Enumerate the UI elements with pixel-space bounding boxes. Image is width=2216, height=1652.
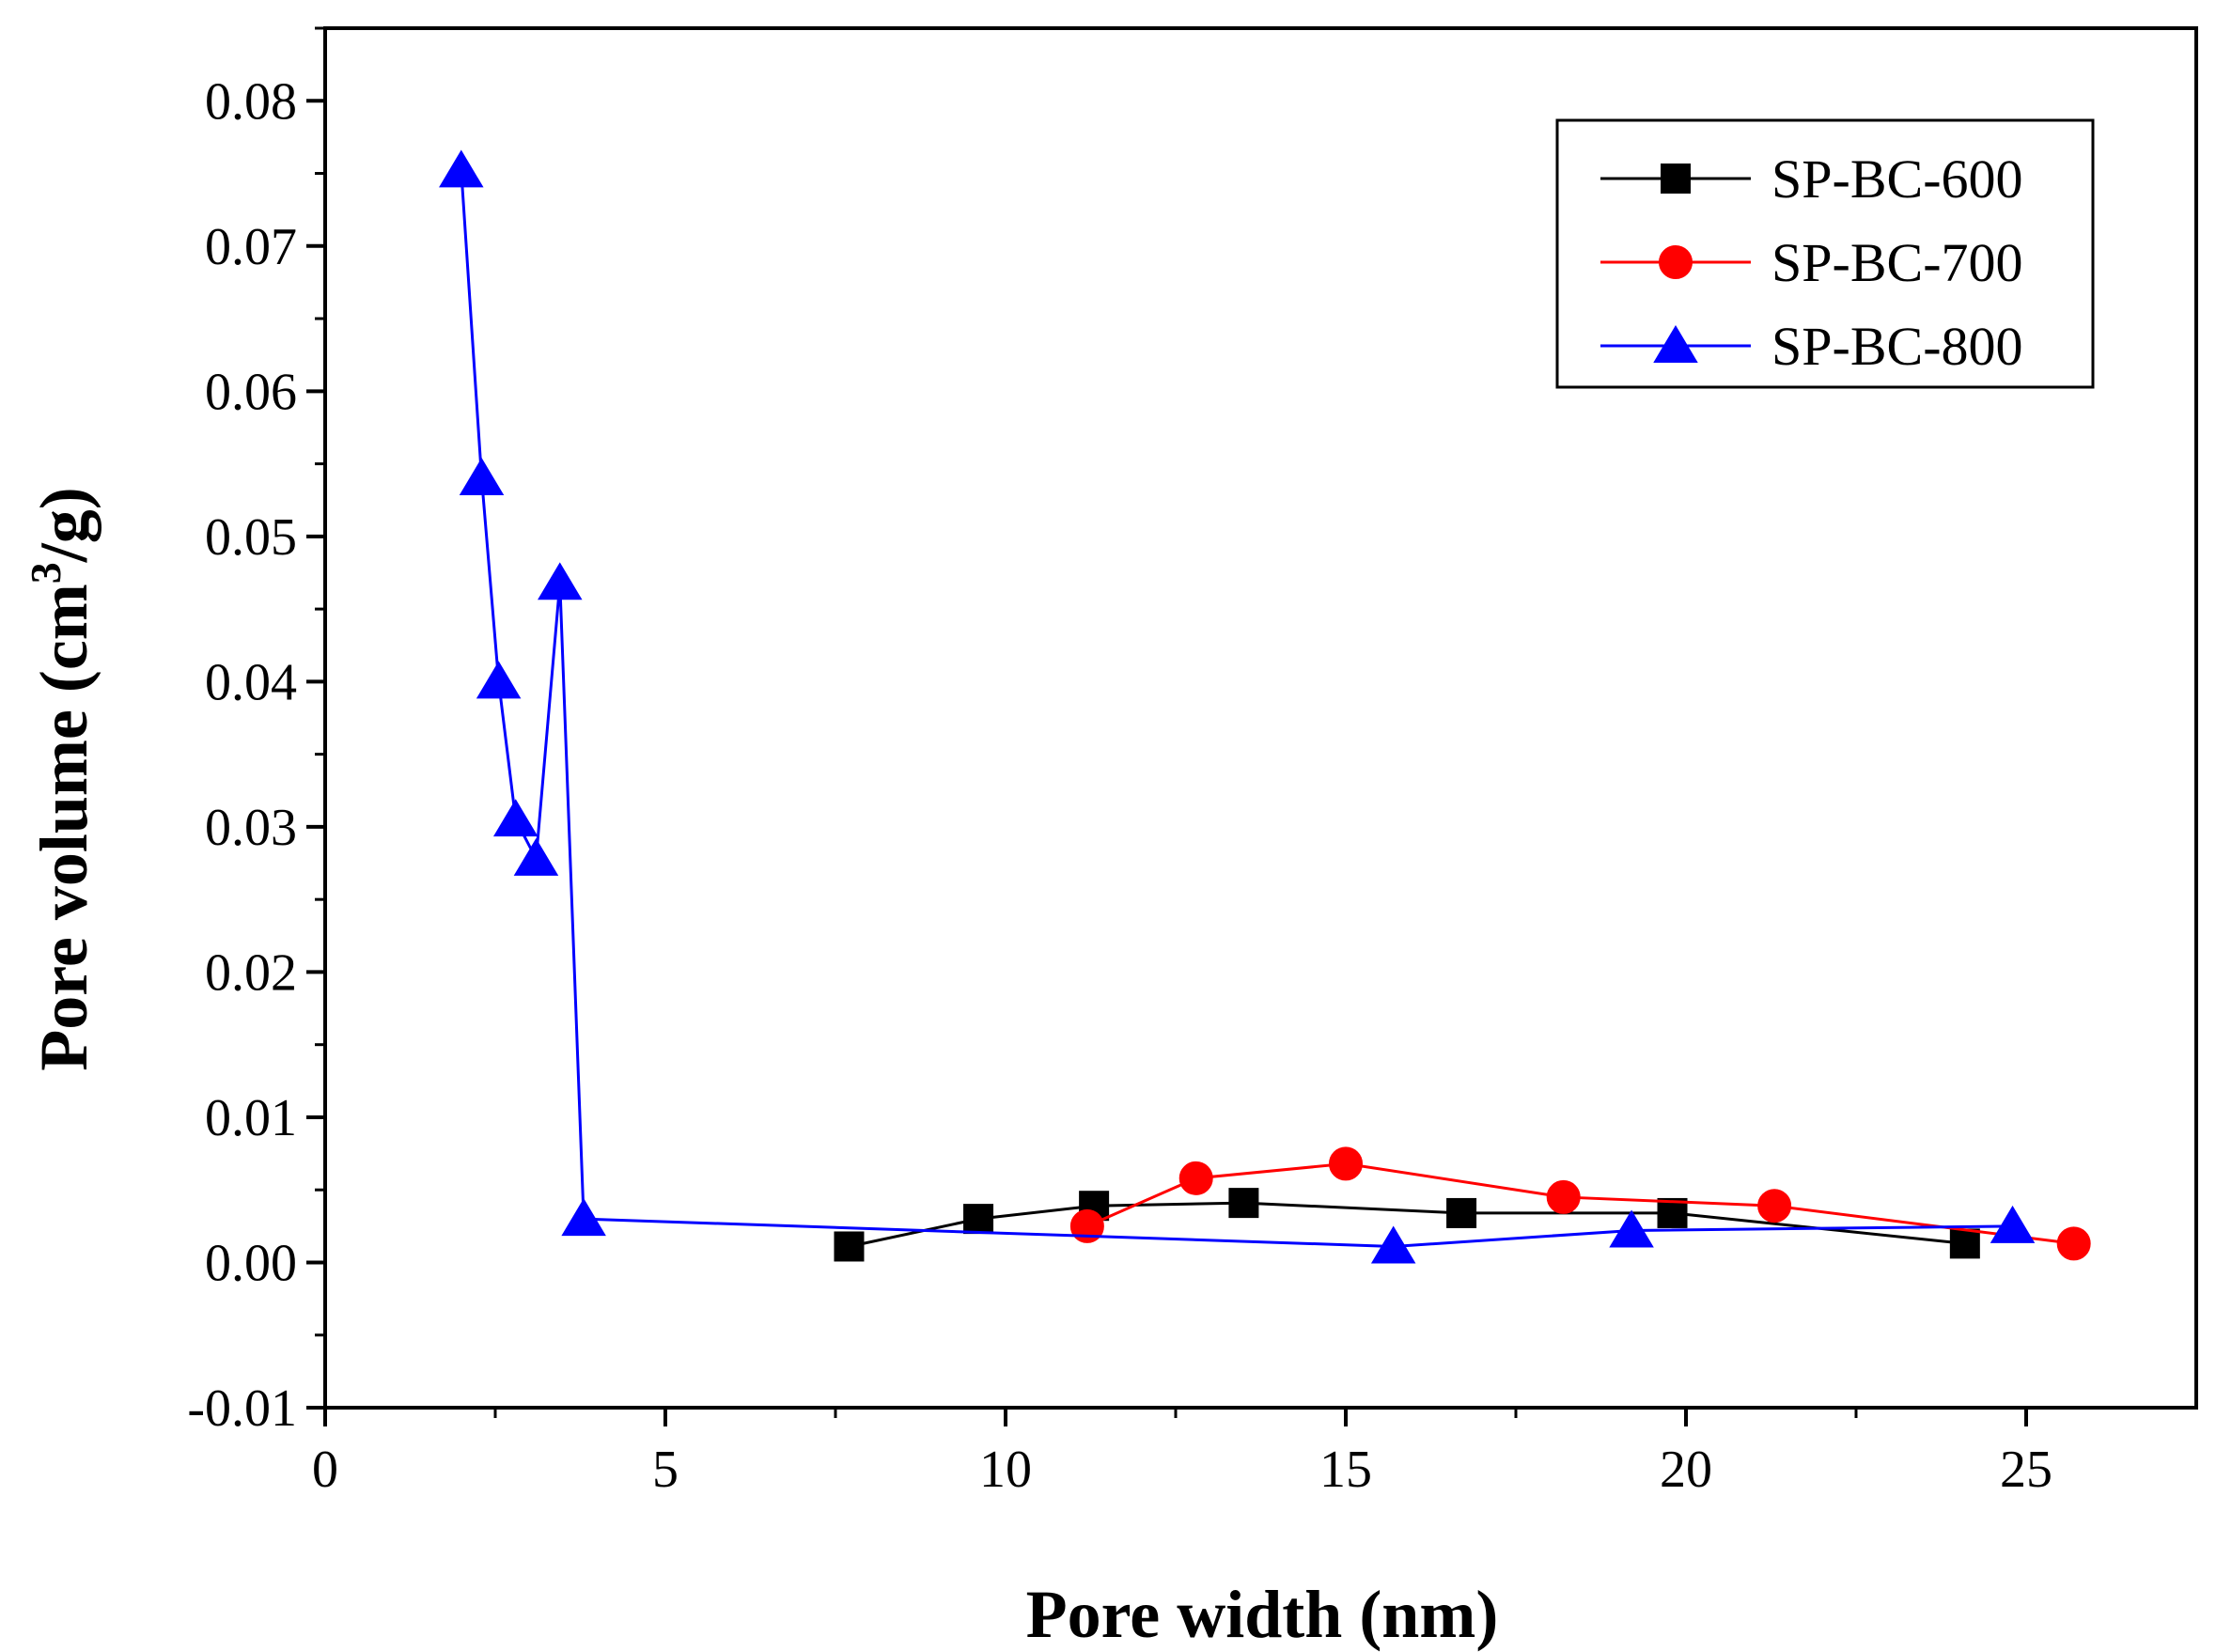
legend: SP-BC-600 SP-BC-700 SP-BC-800 [1555, 118, 2095, 389]
data-point [1228, 1188, 1259, 1219]
data-point [561, 1198, 606, 1237]
data-point [1446, 1197, 1477, 1228]
y-axis-title: Pore volume (cm3/g) [22, 487, 101, 1070]
data-point [1546, 1179, 1581, 1214]
legend-marker [1653, 325, 1698, 363]
x-tick-label: 25 [2000, 1441, 2052, 1499]
data-point [1069, 1208, 1104, 1243]
data-point [963, 1204, 994, 1235]
data-point [459, 458, 505, 496]
data-point [1370, 1225, 1416, 1264]
data-point [1178, 1161, 1213, 1195]
legend-item: SP-BC-800 [1600, 316, 2023, 377]
x-tick-label: 20 [1660, 1441, 1712, 1499]
y-tick-label: 0.04 [205, 653, 297, 711]
data-point [476, 661, 522, 699]
y-tick-label: 0.02 [205, 943, 297, 1002]
series [439, 149, 2091, 1264]
x-tick-label: 15 [1319, 1441, 1372, 1499]
x-tick-label: 5 [652, 1441, 679, 1499]
y-tick-label: 0.06 [205, 363, 297, 421]
y-tick-label: -0.01 [187, 1379, 297, 1438]
legend-marker [1659, 245, 1693, 279]
y-tick-label: 0.01 [205, 1089, 297, 1147]
x-axis-title: Pore width (nm) [1026, 1577, 1499, 1652]
data-point [1949, 1228, 1980, 1259]
data-point [1609, 1209, 1654, 1248]
legend-marker [1661, 164, 1691, 194]
data-point [492, 799, 538, 837]
series-SP-BC-600 [834, 1188, 1980, 1262]
data-point [1329, 1146, 1363, 1181]
data-point [439, 149, 484, 188]
legend-item: SP-BC-600 [1600, 148, 2023, 210]
series-line [460, 170, 2013, 1248]
legend-item: SP-BC-700 [1600, 232, 2023, 293]
y-tick-label: 0.08 [205, 72, 297, 131]
y-axis-title-main: Pore volume (cm [26, 584, 101, 1070]
data-point [1657, 1197, 1688, 1228]
ticks: 0 5 10 15 20 25 -0.01 0.00 0.01 0.02 0.03 0.04 0.05 0… [187, 26, 2052, 1499]
y-axis-title-superscript: 3 [22, 562, 70, 584]
y-tick-label: 0.03 [205, 799, 297, 857]
data-point [2056, 1226, 2091, 1261]
data-point [834, 1231, 865, 1262]
axes [323, 26, 2198, 1410]
series-SP-BC-800 [439, 149, 2036, 1264]
data-point [513, 837, 559, 876]
legend-label: SP-BC-600 [1771, 148, 2023, 210]
y-tick-label: 0.00 [205, 1234, 297, 1292]
legend-label: SP-BC-700 [1771, 232, 2023, 293]
series-line [1086, 1161, 2074, 1245]
legend-label: SP-BC-800 [1771, 316, 2023, 377]
data-point [1990, 1205, 2036, 1243]
x-tick-label: 0 [312, 1441, 338, 1499]
data-point [1757, 1189, 1792, 1223]
plot-frame [323, 26, 2198, 1410]
y-tick-label: 0.05 [205, 508, 297, 567]
y-tick-label: 0.07 [205, 218, 297, 276]
data-point [538, 562, 583, 600]
y-axis-title-tail: /g) [26, 487, 101, 563]
series-SP-BC-700 [1069, 1146, 2091, 1261]
x-tick-label: 10 [979, 1441, 1032, 1499]
legend-box [1555, 118, 2095, 389]
